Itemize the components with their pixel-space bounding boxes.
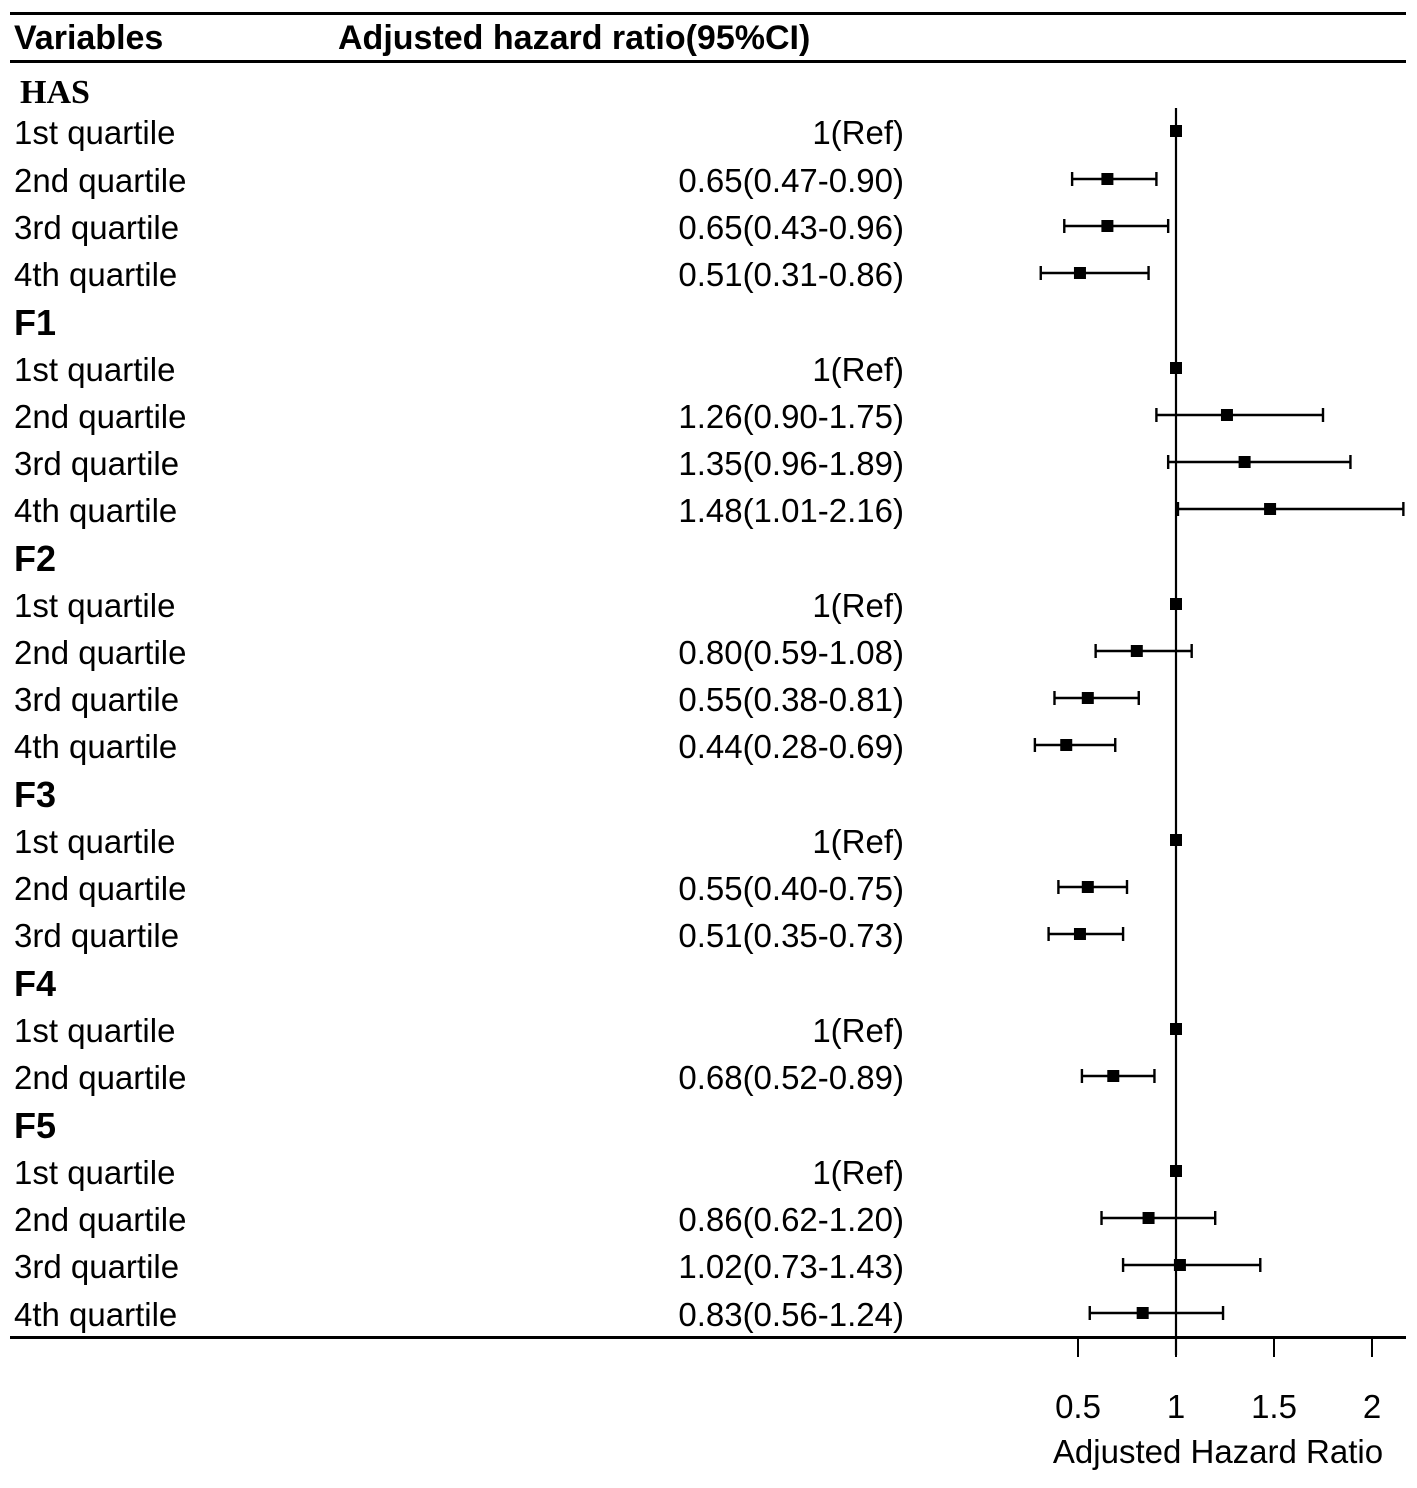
row-label: 2nd quartile (14, 634, 187, 671)
point-estimate (1107, 1070, 1120, 1082)
row-label: 3rd quartile (14, 917, 180, 954)
point-estimate (1170, 362, 1182, 374)
point-estimate (1101, 173, 1114, 185)
row-label: 2nd quartile (14, 162, 187, 199)
point-estimate (1170, 834, 1182, 846)
point-estimate (1170, 125, 1182, 137)
point-estimate (1101, 220, 1114, 232)
point-estimate (1220, 409, 1233, 421)
x-tick-label: 1.5 (1251, 1388, 1297, 1425)
point-estimate (1142, 1212, 1155, 1224)
point-estimate (1136, 1307, 1149, 1319)
point-estimate (1073, 267, 1086, 279)
row-label: 2nd quartile (14, 870, 187, 907)
row-label: 4th quartile (14, 1296, 178, 1333)
row-label: 1st quartile (14, 1154, 176, 1191)
row-estimate-text: 1(Ref) (812, 823, 904, 860)
estimate-header: Adjusted hazard ratio(95%CI) (338, 19, 811, 57)
header-rule (10, 60, 1406, 63)
plot-marks (1033, 108, 1405, 1355)
group-label: F4 (14, 963, 57, 1004)
row-estimate-text: 0.55(0.38-0.81) (678, 681, 904, 718)
bottom-rule (10, 1336, 1406, 1339)
row-label: 1st quartile (14, 114, 176, 151)
row-label: 2nd quartile (14, 1201, 187, 1238)
point-estimate (1264, 503, 1277, 515)
row-estimate-text: 0.55(0.40-0.75) (678, 870, 904, 907)
group-label: F2 (14, 538, 57, 579)
row-label: 3rd quartile (14, 1248, 180, 1285)
x-tick-label: 0.5 (1055, 1388, 1101, 1425)
variables-header: Variables (14, 19, 164, 57)
row-label: 1st quartile (14, 351, 176, 388)
point-estimate (1173, 1259, 1186, 1271)
row-estimate-text: 0.83(0.56-1.24) (678, 1296, 904, 1333)
row-estimate-text: 1(Ref) (812, 114, 904, 151)
x-axis-title: Adjusted Hazard Ratio (1053, 1433, 1383, 1470)
top-rule (10, 12, 1406, 15)
point-estimate (1073, 928, 1086, 940)
x-tick-label: 1 (1167, 1388, 1185, 1425)
row-estimate-text: 1.48(1.01-2.16) (678, 492, 904, 529)
row-label: 4th quartile (14, 728, 178, 765)
row-estimate-text: 1.02(0.73-1.43) (678, 1248, 904, 1285)
row-estimate-text: 1.35(0.96-1.89) (678, 445, 904, 482)
group-label: HAS (20, 74, 90, 111)
row-estimate-text: 0.65(0.43-0.96) (678, 209, 904, 246)
row-estimate-text: 0.51(0.31-0.86) (678, 256, 904, 293)
row-label: 4th quartile (14, 492, 178, 529)
x-axis: 0.5 1 1.5 2 (1055, 1337, 1381, 1425)
row-label: 1st quartile (14, 823, 176, 860)
row-estimate-text: 0.44(0.28-0.69) (678, 728, 904, 765)
row-label: 3rd quartile (14, 209, 180, 246)
group-label: F3 (14, 774, 57, 815)
row-label: 4th quartile (14, 256, 178, 293)
point-estimate (1170, 1165, 1182, 1177)
row-label: 3rd quartile (14, 445, 180, 482)
point-estimate (1081, 692, 1094, 704)
point-estimate (1170, 1023, 1182, 1035)
row-estimate-text: 1(Ref) (812, 587, 904, 624)
row-estimate-text: 1.26(0.90-1.75) (678, 398, 904, 435)
row-estimate-text: 0.65(0.47-0.90) (678, 162, 904, 199)
row-estimate-text: 0.68(0.52-0.89) (678, 1059, 904, 1096)
row-estimate-text: 0.51(0.35-0.73) (678, 917, 904, 954)
row-estimate-text: 1(Ref) (812, 351, 904, 388)
group-label: F1 (14, 302, 57, 343)
group-label: F5 (14, 1105, 57, 1146)
row-label: 3rd quartile (14, 681, 180, 718)
point-estimate (1060, 739, 1073, 751)
point-estimate (1238, 456, 1251, 468)
row-label: 2nd quartile (14, 1059, 187, 1096)
row-estimate-text: 1(Ref) (812, 1154, 904, 1191)
point-estimate (1081, 881, 1094, 893)
row-estimate-text: 0.86(0.62-1.20) (678, 1201, 904, 1238)
row-label: 1st quartile (14, 1012, 176, 1049)
row-estimate-text: 1(Ref) (812, 1012, 904, 1049)
point-estimate (1130, 645, 1143, 657)
row-label: 1st quartile (14, 587, 176, 624)
row-label: 2nd quartile (14, 398, 187, 435)
point-estimate (1170, 598, 1182, 610)
x-tick-label: 2 (1363, 1388, 1381, 1425)
row-estimate-text: 0.80(0.59-1.08) (678, 634, 904, 671)
